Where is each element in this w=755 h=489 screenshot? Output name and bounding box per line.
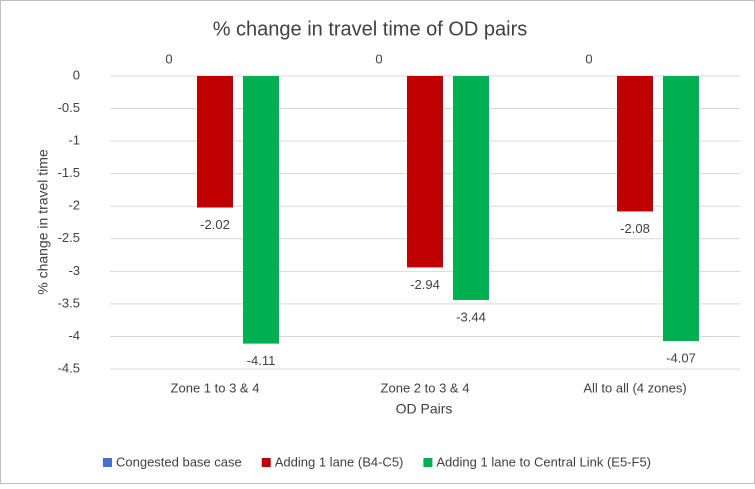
bar — [453, 76, 489, 300]
data-label: -3.44 — [456, 309, 486, 324]
data-label: -4.11 — [247, 353, 276, 368]
data-label: 0 — [165, 51, 172, 66]
y-tick-label: -2.5 — [58, 230, 80, 245]
data-label: 0 — [585, 51, 592, 66]
legend-swatch — [423, 458, 433, 467]
data-label: -2.08 — [620, 221, 650, 236]
y-tick-label: -2 — [68, 198, 80, 213]
data-label: -4.07 — [666, 350, 696, 365]
data-label: 0 — [375, 51, 382, 66]
legend-swatch — [261, 458, 271, 467]
y-tick-label: -1.5 — [58, 165, 80, 180]
y-tick-label: -4.5 — [58, 360, 80, 375]
x-tick-label: Zone 2 to 3 & 4 — [381, 380, 470, 395]
y-axis-label: % change in travel time — [35, 149, 51, 295]
chart-title: % change in travel time of OD pairs — [213, 18, 528, 40]
bar — [243, 76, 279, 344]
bar — [197, 76, 233, 208]
x-tick-label: All to all (4 zones) — [583, 380, 686, 395]
x-tick-label: Zone 1 to 3 & 4 — [171, 380, 260, 395]
y-tick-label: -4 — [68, 328, 80, 343]
legend-label: Adding 1 lane (B4-C5) — [275, 454, 404, 469]
y-tick-label: -3.5 — [58, 295, 80, 310]
y-tick-label: -0.5 — [58, 100, 80, 115]
bar — [407, 76, 443, 268]
data-label: -2.94 — [410, 277, 440, 292]
bar — [617, 76, 653, 212]
x-axis-label: OD Pairs — [396, 401, 453, 417]
bar — [663, 76, 699, 342]
data-label: -2.02 — [200, 217, 230, 232]
y-tick-label: -1 — [68, 133, 80, 148]
y-tick-label: -3 — [68, 263, 80, 278]
legend-swatch — [102, 458, 112, 467]
y-tick-label: 0 — [73, 67, 80, 82]
legend-label: Adding 1 lane to Central Link (E5-F5) — [436, 454, 651, 469]
legend-label: Congested base case — [116, 454, 242, 469]
